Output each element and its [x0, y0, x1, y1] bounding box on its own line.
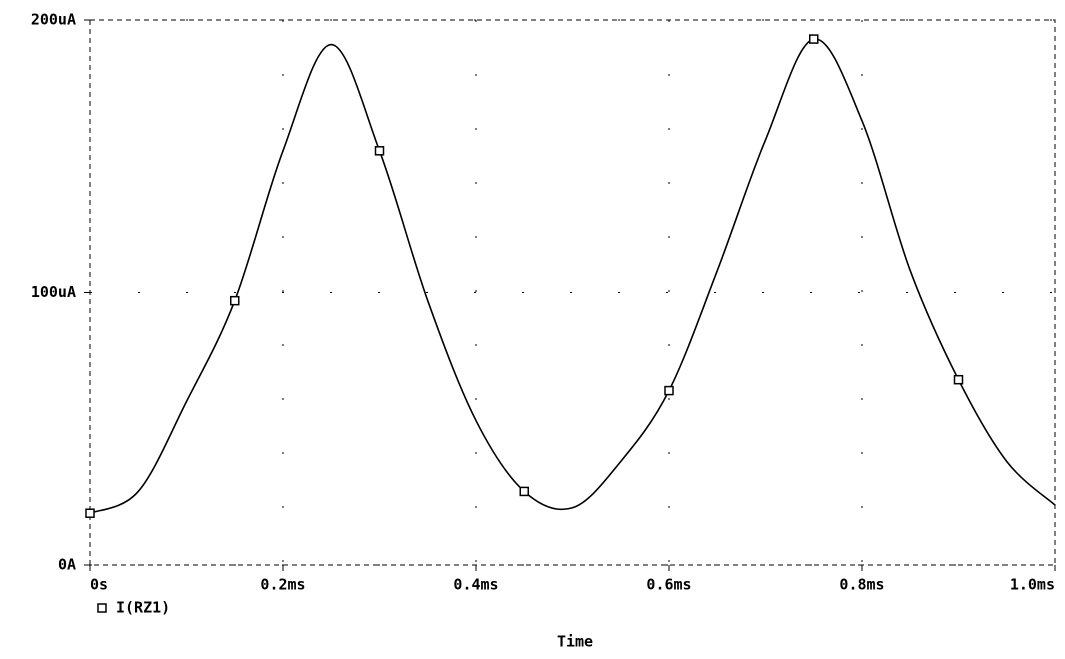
marker	[519, 486, 529, 497]
marker	[230, 295, 240, 306]
marker	[664, 385, 674, 396]
legend-label: I(RZ1)	[116, 599, 170, 617]
marker	[374, 146, 385, 156]
y-tick-label: 0A	[58, 556, 76, 574]
x-tick-label: 0.6ms	[646, 576, 691, 594]
legend-marker	[97, 603, 107, 613]
x-tick-label: 0.2ms	[260, 576, 305, 594]
x-tick-label: 1.0ms	[1010, 576, 1055, 594]
x-tick-label: 0.8ms	[839, 576, 884, 594]
y-tick-label: 100uA	[31, 283, 76, 301]
x-axis-label: Time	[557, 633, 593, 651]
series-line	[89, 38, 1056, 514]
marker	[953, 374, 964, 385]
marker	[85, 508, 95, 518]
y-tick-label: 200uA	[31, 11, 76, 29]
x-tick-label: 0s	[90, 576, 108, 594]
marker	[809, 34, 819, 44]
x-tick-label: 0.4ms	[453, 576, 498, 594]
